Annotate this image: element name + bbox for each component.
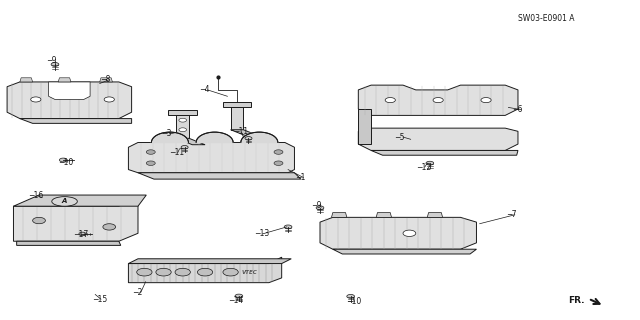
Circle shape [223,268,238,276]
Text: ─4: ─4 [200,85,209,94]
Text: SW03-E0901 A: SW03-E0901 A [518,14,575,23]
Text: ─10: ─10 [60,158,74,167]
Polygon shape [358,109,371,144]
Circle shape [385,98,396,103]
Circle shape [79,232,86,236]
Polygon shape [58,78,71,82]
Polygon shape [17,241,121,245]
Polygon shape [7,82,132,119]
Circle shape [137,268,152,276]
Text: ─17: ─17 [74,230,88,239]
Text: VTEC: VTEC [242,270,258,275]
Text: ─2: ─2 [133,288,142,297]
Polygon shape [176,116,189,138]
Polygon shape [13,197,138,241]
Circle shape [197,268,212,276]
Circle shape [104,97,115,102]
Circle shape [60,158,67,162]
Circle shape [403,230,416,236]
Text: ─14: ─14 [229,296,244,305]
Circle shape [481,98,491,103]
Polygon shape [332,212,347,217]
Polygon shape [371,150,518,155]
Polygon shape [320,217,476,249]
Text: A: A [62,198,67,204]
Circle shape [156,268,172,276]
Text: ─10: ─10 [347,297,361,306]
Polygon shape [129,259,291,264]
Polygon shape [129,257,282,283]
Text: ─3: ─3 [162,129,171,138]
Circle shape [433,98,444,103]
Circle shape [245,137,252,140]
Text: ─15: ─15 [93,295,108,304]
Circle shape [426,161,434,165]
Circle shape [284,225,292,229]
Circle shape [347,294,355,298]
Polygon shape [241,132,278,142]
Circle shape [33,217,45,224]
Circle shape [179,118,186,122]
Text: ─5: ─5 [396,132,405,141]
Text: ─9: ─9 [312,201,321,210]
Circle shape [316,206,324,210]
Circle shape [179,128,186,132]
Polygon shape [176,138,205,145]
Text: ─8: ─8 [102,75,111,84]
Polygon shape [100,78,113,82]
Text: ─11: ─11 [234,127,248,136]
Text: ─1: ─1 [296,173,305,182]
Text: ─11: ─11 [170,148,184,157]
Text: ─7: ─7 [507,210,516,219]
Circle shape [51,62,59,66]
Circle shape [147,150,156,154]
Polygon shape [129,142,294,173]
Circle shape [147,161,156,165]
Circle shape [31,97,41,102]
Circle shape [274,161,283,165]
Circle shape [103,224,116,230]
Polygon shape [358,85,518,116]
Polygon shape [428,212,443,217]
Circle shape [274,150,283,154]
Polygon shape [333,249,476,254]
Text: ─13: ─13 [255,229,269,238]
Polygon shape [168,110,197,116]
Polygon shape [223,102,251,108]
Text: ─9: ─9 [47,56,57,65]
Polygon shape [230,130,259,136]
Polygon shape [49,82,90,100]
Polygon shape [20,119,132,123]
Polygon shape [152,132,188,142]
Polygon shape [138,173,301,179]
Polygon shape [13,195,147,206]
Polygon shape [358,128,518,150]
Text: ─6: ─6 [513,105,523,114]
Text: FR.: FR. [568,296,584,305]
Text: ─12: ─12 [417,163,431,172]
Polygon shape [230,108,243,130]
Circle shape [235,294,243,298]
Circle shape [181,146,188,149]
Polygon shape [196,132,233,142]
Text: ─16: ─16 [29,191,44,200]
Ellipse shape [52,197,77,206]
Polygon shape [20,78,33,82]
Polygon shape [376,212,392,217]
Circle shape [175,268,190,276]
